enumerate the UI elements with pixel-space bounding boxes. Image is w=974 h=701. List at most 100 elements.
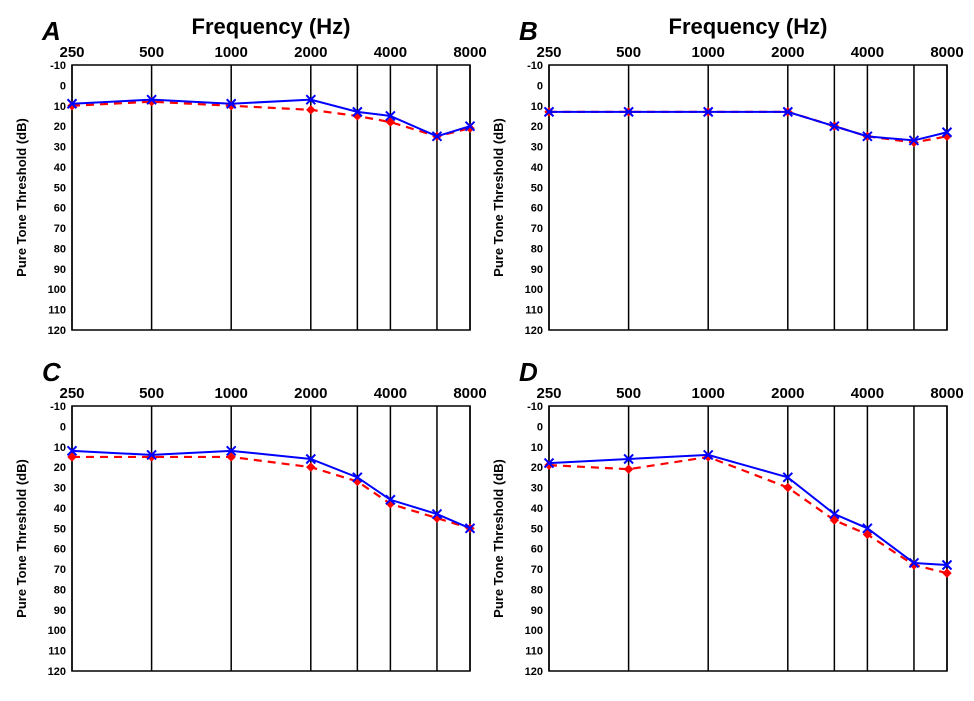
x-axis-title: Frequency (Hz): [669, 14, 828, 39]
plot-border: [72, 406, 470, 671]
y-tick-label: 10: [54, 441, 66, 453]
plot-border: [549, 65, 947, 330]
y-tick-label: 0: [537, 80, 543, 92]
y-tick-label: 60: [531, 543, 543, 555]
y-tick-label: 0: [60, 80, 66, 92]
x-tick-label: 500: [139, 385, 164, 402]
y-tick-label: 120: [48, 325, 66, 337]
x-tick-label: 1000: [692, 44, 725, 61]
y-tick-label: 10: [54, 101, 66, 113]
x-tick-label: 8000: [930, 44, 963, 61]
series-line-blue: [549, 112, 947, 141]
series-line-red: [72, 102, 470, 137]
series-marker-red: [943, 569, 951, 577]
x-tick-label: 1000: [215, 44, 248, 61]
y-tick-label: 20: [531, 121, 543, 133]
y-tick-label: 50: [531, 523, 543, 535]
y-tick-label: 110: [525, 645, 543, 657]
y-axis-title: Pure Tone Threshold (dB): [14, 459, 29, 618]
y-tick-label: 30: [54, 142, 66, 154]
y-tick-label: 10: [531, 101, 543, 113]
audiogram-panel-A: -100102030405060708090100110120250500100…: [10, 10, 487, 350]
x-tick-label: 500: [139, 44, 164, 61]
y-tick-label: 100: [525, 625, 543, 637]
y-tick-label: 60: [531, 203, 543, 215]
y-tick-label: 90: [54, 604, 66, 616]
y-tick-label: 40: [54, 502, 66, 514]
y-tick-label: 50: [54, 523, 66, 535]
y-tick-label: 40: [531, 162, 543, 174]
y-tick-label: 0: [537, 421, 543, 433]
x-tick-label: 4000: [851, 44, 884, 61]
y-tick-label: 40: [531, 502, 543, 514]
series-marker-red: [784, 483, 792, 491]
x-tick-label: 4000: [374, 44, 407, 61]
plot-border: [549, 406, 947, 671]
x-tick-label: 8000: [930, 385, 963, 402]
y-tick-label: -10: [50, 401, 66, 413]
x-tick-label: 4000: [851, 385, 884, 402]
y-tick-label: 70: [531, 564, 543, 576]
y-tick-label: 110: [525, 305, 543, 317]
audiogram-panel-D: -100102030405060708090100110120250500100…: [487, 351, 964, 691]
x-tick-label: 1000: [692, 385, 725, 402]
x-tick-label: 500: [616, 44, 641, 61]
y-axis-title: Pure Tone Threshold (dB): [491, 118, 506, 277]
series-line-red: [72, 456, 470, 527]
y-tick-label: 30: [531, 482, 543, 494]
x-tick-label: 8000: [453, 385, 486, 402]
x-tick-label: 8000: [453, 44, 486, 61]
y-tick-label: 30: [531, 142, 543, 154]
series-line-blue: [72, 100, 470, 137]
y-tick-label: 10: [531, 441, 543, 453]
panel-label: D: [519, 357, 538, 387]
series-marker-red: [307, 106, 315, 114]
y-tick-label: 30: [54, 482, 66, 494]
y-tick-label: 110: [48, 645, 66, 657]
audiogram-panel-C: -10 0 10 20 30 40 50 60 70 80 90 100 110 120 250 500 100…: [10, 351, 487, 691]
x-tick-label: 2000: [294, 385, 327, 402]
x-tick-label: 1000: [215, 385, 248, 402]
y-tick-label: 20: [54, 462, 66, 474]
y-tick-label: 70: [54, 564, 66, 576]
y-tick-label: 20: [531, 462, 543, 474]
series-marker-red: [625, 465, 633, 473]
y-tick-label: -10: [50, 60, 66, 72]
x-tick-label: 250: [59, 44, 84, 61]
y-tick-label: 100: [525, 284, 543, 296]
figure-grid: -100102030405060708090100110120250500100…: [10, 10, 964, 691]
series-marker-red: [307, 463, 315, 471]
y-tick-label: 100: [48, 625, 66, 637]
y-tick-label: 80: [54, 584, 66, 596]
panel-C: -10 0 10 20 30 40 50 60 70 80 90 100 110 120 250 500 100…: [10, 351, 487, 692]
x-tick-label: 4000: [374, 385, 407, 402]
y-tick-label: 100: [48, 284, 66, 296]
x-tick-label: 250: [59, 385, 84, 402]
y-tick-label: 0: [60, 421, 66, 433]
y-tick-label: 110: [48, 305, 66, 317]
x-tick-label: 250: [536, 44, 561, 61]
y-tick-label: 120: [525, 325, 543, 337]
y-tick-label: 120: [525, 666, 543, 678]
y-tick-label: 120: [48, 666, 66, 678]
y-tick-label: 50: [54, 182, 66, 194]
x-tick-label: 2000: [771, 44, 804, 61]
plot-border: [72, 65, 470, 330]
y-tick-label: 70: [531, 223, 543, 235]
y-tick-label: 60: [54, 543, 66, 555]
y-tick-label: -10: [527, 60, 543, 72]
panel-D: -100102030405060708090100110120250500100…: [487, 351, 964, 692]
x-tick-label: 2000: [294, 44, 327, 61]
y-axis-title: Pure Tone Threshold (dB): [14, 118, 29, 277]
y-tick-label: 90: [54, 264, 66, 276]
x-axis-title: Frequency (Hz): [192, 14, 351, 39]
y-tick-label: 80: [531, 243, 543, 255]
y-tick-label: 20: [54, 121, 66, 133]
y-tick-label: 70: [54, 223, 66, 235]
panel-label: C: [42, 357, 62, 387]
audiogram-panel-B: -100102030405060708090100110120250500100…: [487, 10, 964, 350]
y-axis-title: Pure Tone Threshold (dB): [491, 459, 506, 618]
y-tick-label: 50: [531, 182, 543, 194]
y-tick-label: 40: [54, 162, 66, 174]
y-tick-label: 60: [54, 203, 66, 215]
